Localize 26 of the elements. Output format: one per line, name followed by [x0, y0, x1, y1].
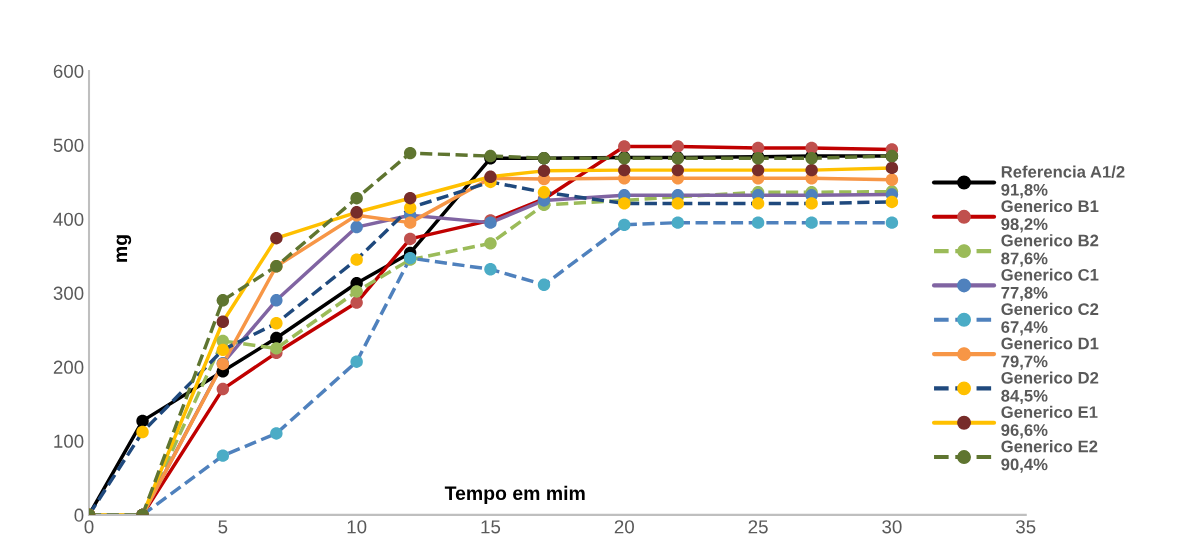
y-tick-label: 400 — [53, 212, 84, 226]
y-tick-label: 500 — [53, 138, 84, 152]
legend-label: Referencia A1/2 91,8% — [1001, 165, 1125, 199]
x-tick-label: 20 — [614, 520, 634, 534]
y-tick-label: 600 — [53, 64, 84, 78]
legend-label: Generico C1 77,8% — [1001, 268, 1099, 302]
y-axis-title: mg — [116, 235, 132, 262]
legend-label: Generico B2 87,6% — [1001, 234, 1099, 267]
x-tick-label: 15 — [481, 520, 501, 534]
legend-label: Generico E2 90,4% — [1001, 440, 1098, 473]
legend-label: Generico C2 67,4% — [1001, 302, 1099, 336]
x-axis-title: Tempo em mim — [444, 485, 585, 504]
x-tick-label: 35 — [1016, 520, 1036, 534]
x-tick-label: 30 — [882, 520, 902, 534]
x-tick-label: 5 — [218, 520, 228, 534]
y-tick-label: 0 — [74, 508, 84, 522]
legend-label: Generico E1 96,6% — [1001, 405, 1098, 439]
y-tick-label: 300 — [53, 286, 84, 300]
x-tick-label: 10 — [347, 520, 367, 534]
legend-label: Generico D2 84,5% — [1001, 371, 1099, 405]
legend-label: Generico B1 98,2% — [1001, 199, 1099, 233]
y-tick-label: 200 — [53, 360, 84, 374]
y-tick-label: 100 — [54, 434, 84, 448]
x-tick-label: 0 — [84, 520, 94, 534]
x-tick-label: 25 — [748, 520, 768, 534]
legend-label: Generico D1 79,7% — [1001, 337, 1099, 370]
